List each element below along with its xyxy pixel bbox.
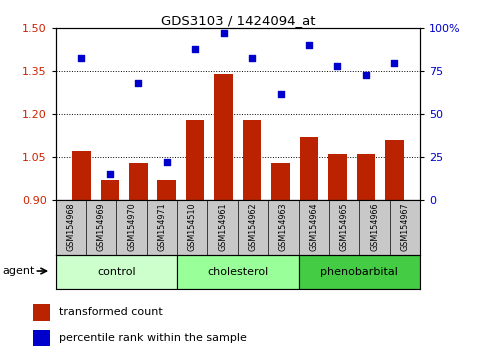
Text: GSM154969: GSM154969: [97, 203, 106, 251]
Text: GSM154963: GSM154963: [279, 203, 288, 251]
Point: [305, 43, 313, 48]
Bar: [300, 137, 318, 200]
Text: GSM154966: GSM154966: [370, 203, 379, 251]
Text: GSM154961: GSM154961: [218, 203, 227, 251]
Bar: [214, 74, 233, 200]
Bar: [271, 163, 290, 200]
Bar: [33, 330, 50, 346]
Bar: [56, 255, 177, 289]
Point: [163, 159, 170, 165]
Text: GSM154967: GSM154967: [400, 203, 410, 251]
Point: [277, 91, 284, 96]
Text: GSM154962: GSM154962: [249, 203, 257, 251]
Bar: [243, 120, 261, 200]
Bar: [129, 163, 147, 200]
Point: [106, 171, 114, 177]
Text: phenobarbital: phenobarbital: [321, 267, 398, 277]
Bar: [356, 154, 375, 200]
Text: GSM154968: GSM154968: [66, 203, 75, 251]
Point: [134, 80, 142, 86]
Bar: [328, 154, 347, 200]
Bar: [157, 180, 176, 200]
Bar: [186, 120, 204, 200]
Text: GSM154970: GSM154970: [127, 203, 136, 251]
Text: cholesterol: cholesterol: [207, 267, 269, 277]
Point: [362, 72, 370, 78]
Point: [248, 55, 256, 60]
Text: GSM154510: GSM154510: [188, 203, 197, 251]
Point: [77, 55, 85, 60]
Text: percentile rank within the sample: percentile rank within the sample: [59, 333, 247, 343]
Point: [391, 60, 398, 65]
Bar: [33, 304, 50, 321]
Text: GSM154964: GSM154964: [309, 203, 318, 251]
Text: agent: agent: [3, 266, 35, 276]
Text: control: control: [97, 267, 136, 277]
Title: GDS3103 / 1424094_at: GDS3103 / 1424094_at: [161, 14, 315, 27]
Bar: [100, 180, 119, 200]
Bar: [177, 255, 298, 289]
Text: GSM154971: GSM154971: [157, 203, 167, 251]
Bar: [72, 152, 91, 200]
Bar: [298, 255, 420, 289]
Point: [191, 46, 199, 52]
Text: GSM154965: GSM154965: [340, 203, 349, 251]
Point: [220, 31, 227, 36]
Point: [334, 63, 341, 69]
Text: transformed count: transformed count: [59, 308, 163, 318]
Bar: [385, 140, 404, 200]
